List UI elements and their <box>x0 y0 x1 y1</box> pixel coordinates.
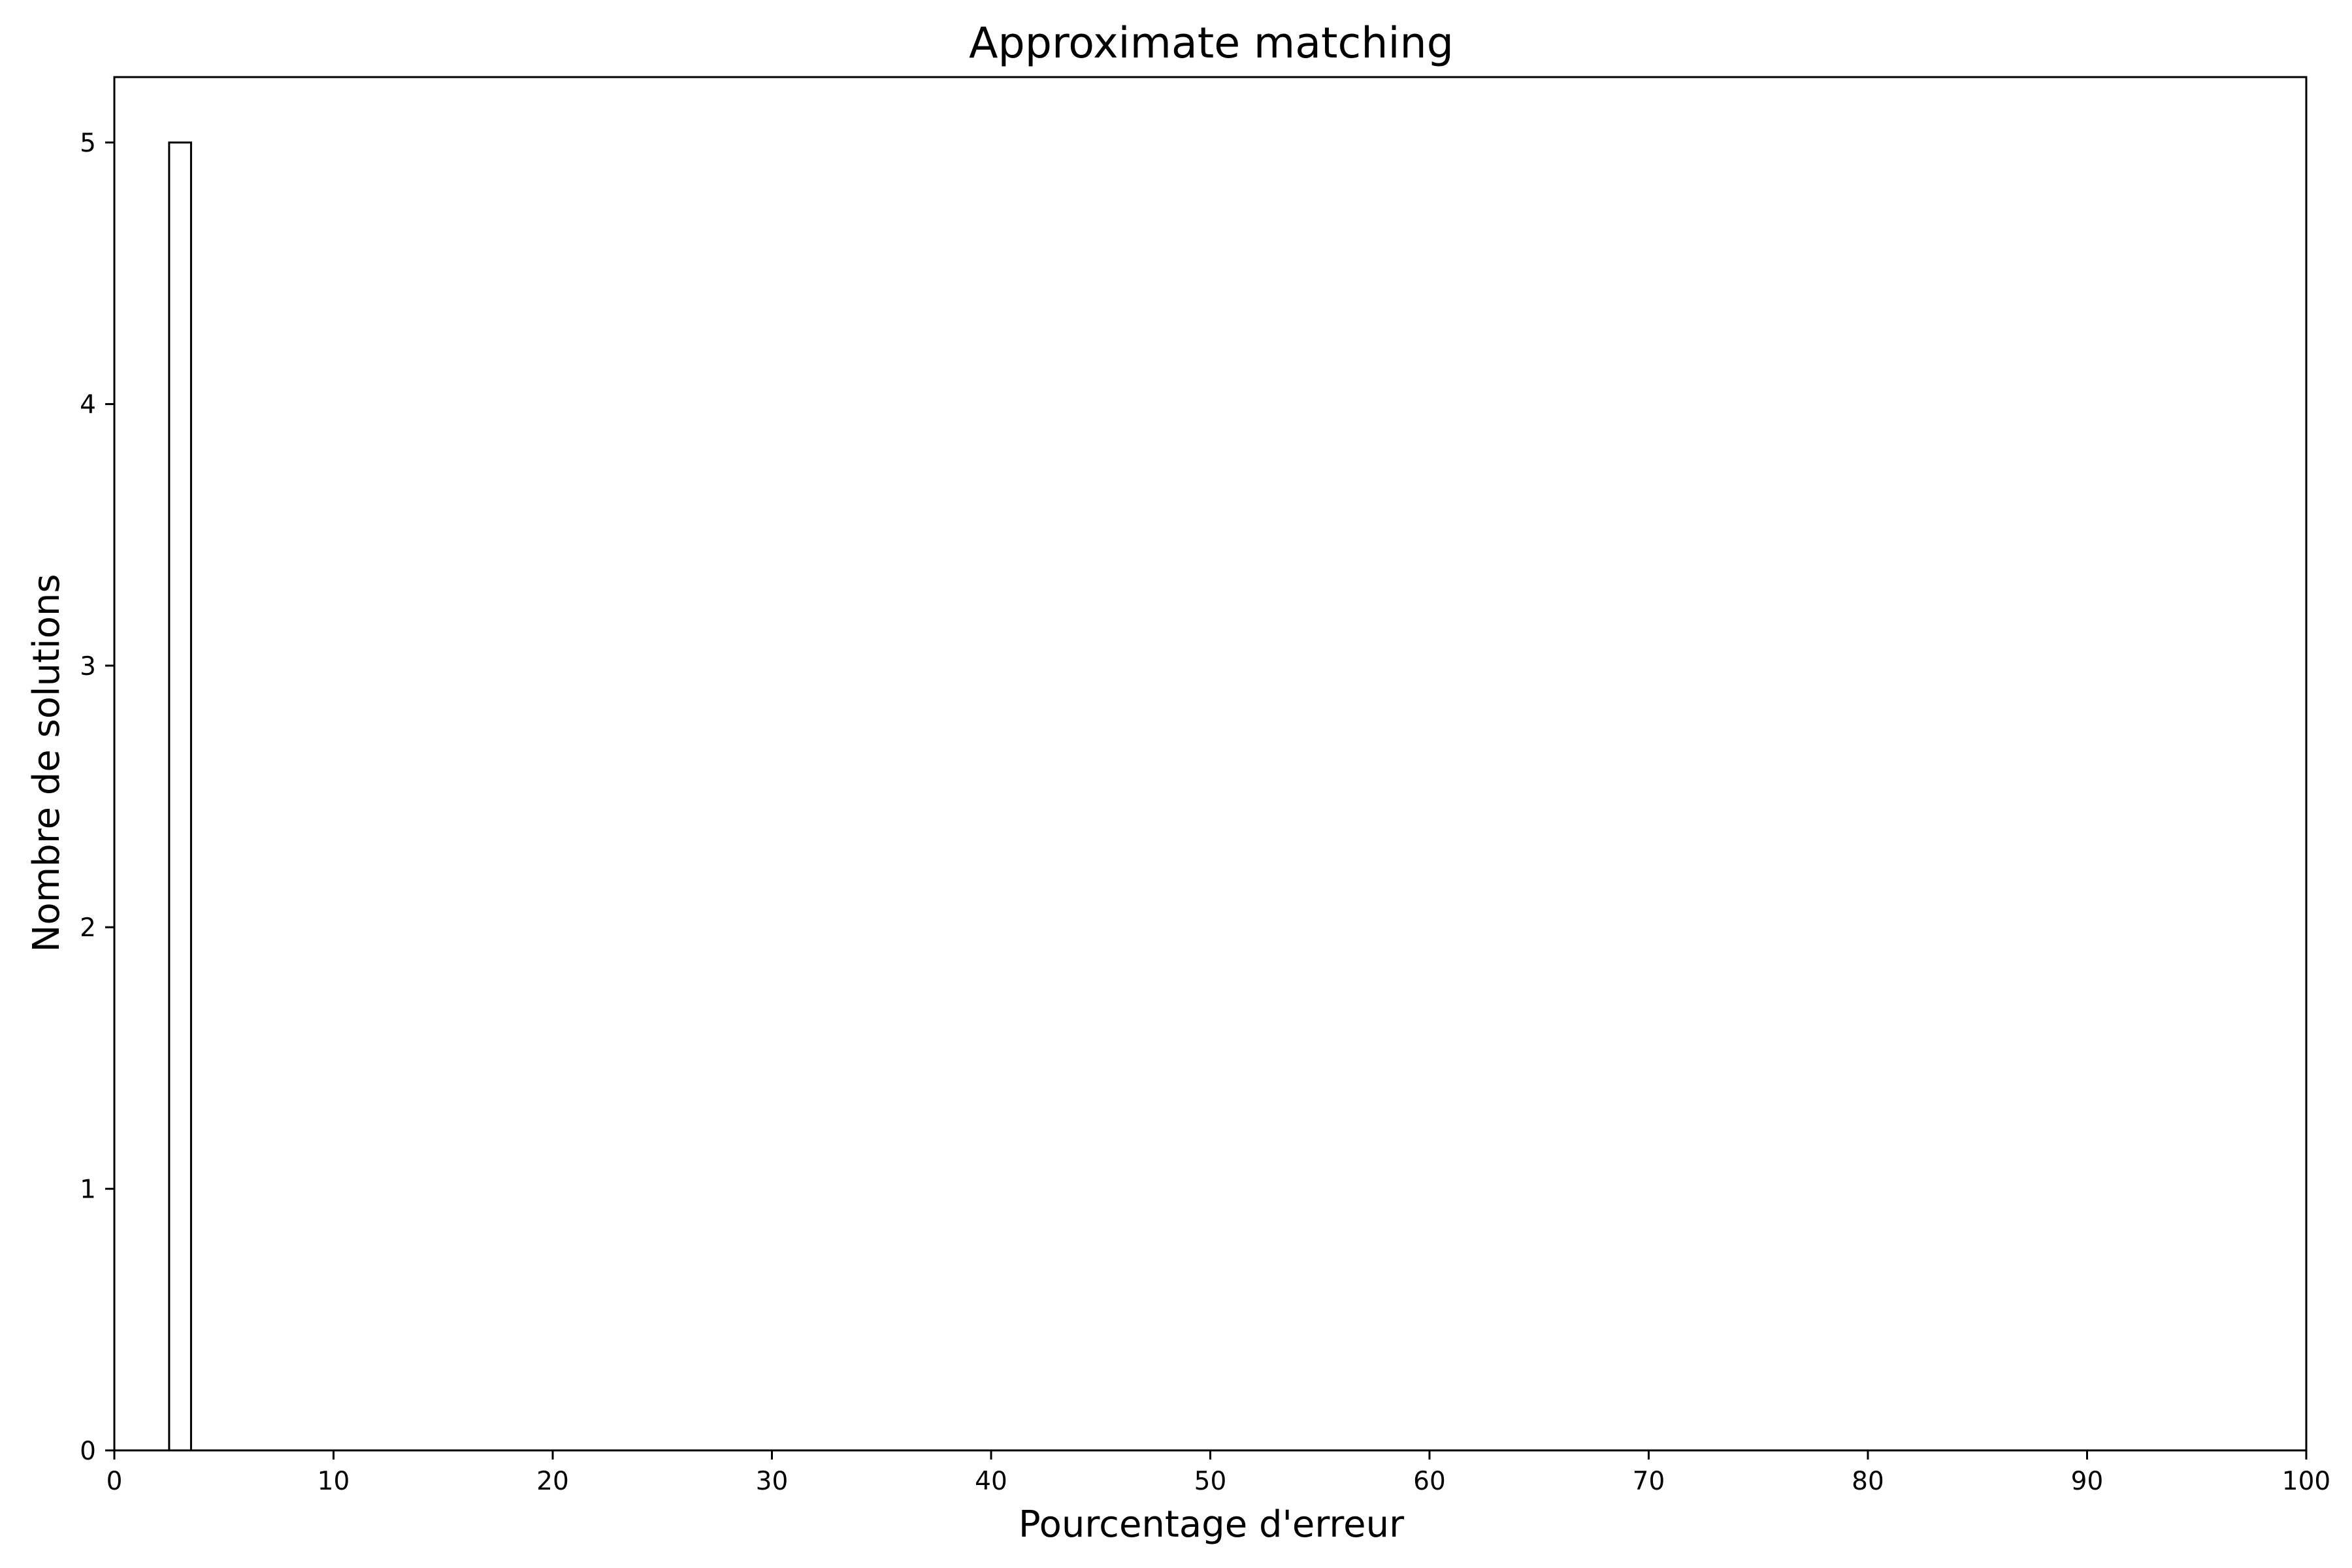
x-tick-label-70: 70 <box>1633 1467 1665 1496</box>
y-tick-label-0: 0 <box>80 1437 96 1466</box>
x-tick-label-10: 10 <box>318 1467 350 1496</box>
y-tick-label-5: 5 <box>80 129 96 158</box>
y-tick-label-1: 1 <box>80 1175 96 1205</box>
y-tick-label-3: 3 <box>80 652 96 681</box>
plot-area: 0 10 20 30 40 50 60 70 80 90 100 0 1 2 3 4 5 <box>80 76 2330 1496</box>
y-tick-label-2: 2 <box>80 913 96 943</box>
chart-title: Approximate matching <box>969 19 1454 68</box>
plot-frame <box>113 76 2308 1452</box>
x-tick-label-80: 80 <box>1852 1467 1884 1496</box>
x-tick-label-0: 0 <box>106 1467 123 1496</box>
histogram-bar-0 <box>168 141 192 1452</box>
x-tick-label-40: 40 <box>975 1467 1007 1496</box>
x-tick-label-50: 50 <box>1194 1467 1227 1496</box>
x-tick-label-60: 60 <box>1413 1467 1446 1496</box>
x-tick-label-100: 100 <box>2282 1467 2330 1496</box>
y-axis-label: Nombre de solutions <box>25 574 68 952</box>
x-axis-label: Pourcentage d'erreur <box>1019 1503 1405 1546</box>
x-tick-label-20: 20 <box>536 1467 569 1496</box>
x-tick-label-30: 30 <box>756 1467 789 1496</box>
x-tick-label-90: 90 <box>2071 1467 2104 1496</box>
y-tick-label-4: 4 <box>80 390 96 419</box>
